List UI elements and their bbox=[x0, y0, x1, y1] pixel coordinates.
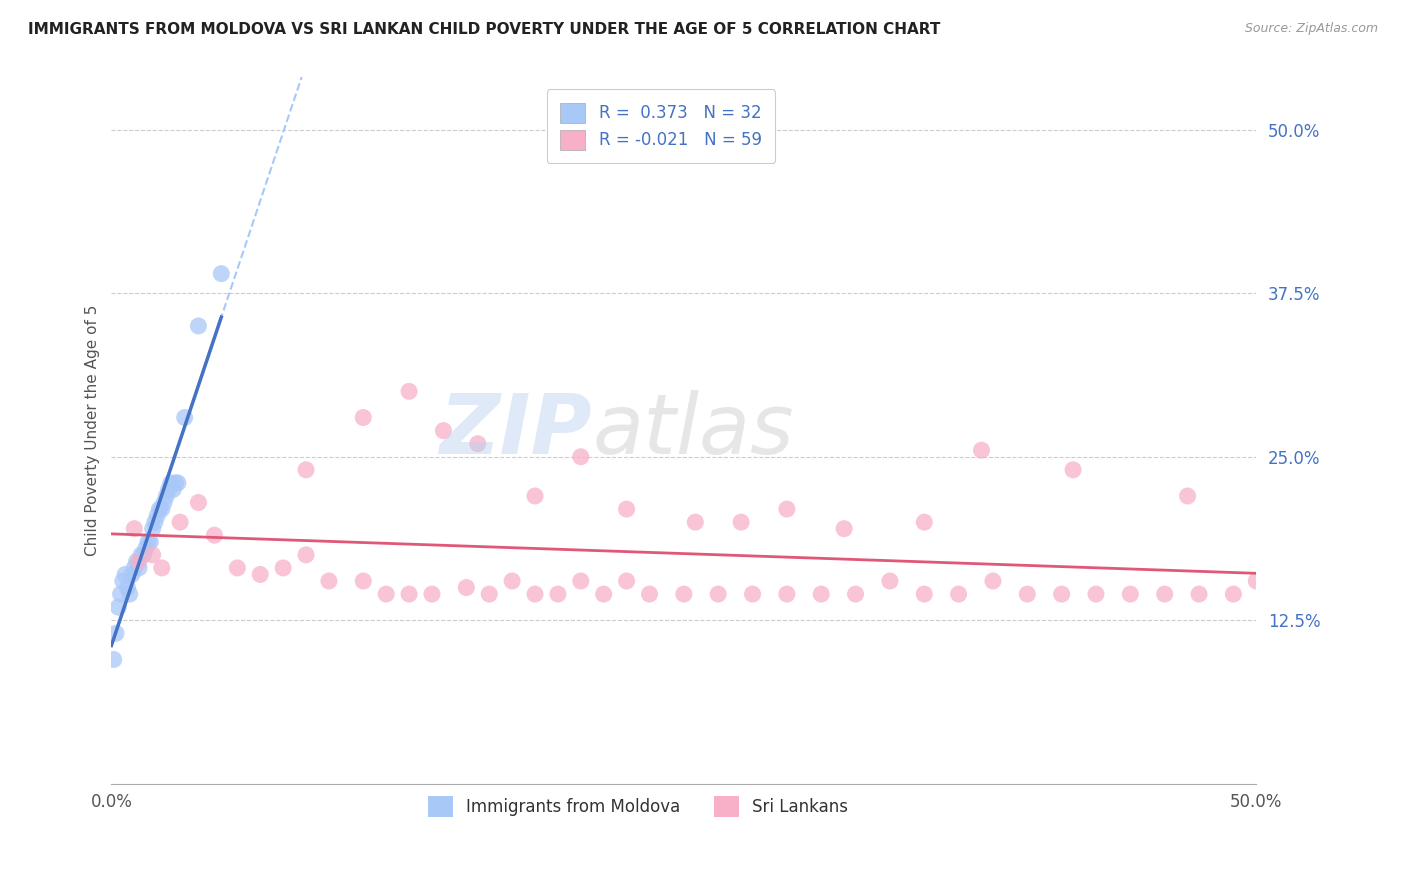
Point bbox=[150, 561, 173, 575]
Point bbox=[128, 561, 150, 575]
Point bbox=[741, 587, 763, 601]
Point bbox=[249, 567, 271, 582]
Point bbox=[981, 574, 1004, 588]
Point bbox=[128, 554, 150, 568]
Point bbox=[153, 495, 176, 509]
Point bbox=[420, 587, 443, 601]
Point bbox=[204, 528, 226, 542]
Point bbox=[226, 561, 249, 575]
Point bbox=[810, 587, 832, 601]
Point bbox=[398, 384, 420, 399]
Point bbox=[107, 600, 129, 615]
Point bbox=[1119, 587, 1142, 601]
Point bbox=[142, 522, 165, 536]
Point bbox=[162, 483, 184, 497]
Point bbox=[117, 581, 139, 595]
Point bbox=[879, 574, 901, 588]
Point bbox=[150, 502, 173, 516]
Point bbox=[685, 515, 707, 529]
Point bbox=[148, 502, 170, 516]
Point bbox=[1153, 587, 1175, 601]
Point bbox=[776, 587, 799, 601]
Point bbox=[114, 567, 136, 582]
Point bbox=[352, 410, 374, 425]
Point bbox=[1062, 463, 1084, 477]
Point bbox=[569, 574, 592, 588]
Point bbox=[173, 410, 195, 425]
Point bbox=[118, 587, 141, 601]
Point bbox=[1050, 587, 1073, 601]
Y-axis label: Child Poverty Under the Age of 5: Child Poverty Under the Age of 5 bbox=[86, 305, 100, 557]
Point bbox=[547, 587, 569, 601]
Point bbox=[295, 463, 318, 477]
Point bbox=[110, 587, 132, 601]
Point bbox=[616, 502, 638, 516]
Point bbox=[478, 587, 501, 601]
Point bbox=[143, 515, 166, 529]
Point bbox=[730, 515, 752, 529]
Point bbox=[707, 587, 730, 601]
Text: IMMIGRANTS FROM MOLDOVA VS SRI LANKAN CHILD POVERTY UNDER THE AGE OF 5 CORRELATI: IMMIGRANTS FROM MOLDOVA VS SRI LANKAN CH… bbox=[28, 22, 941, 37]
Point bbox=[1246, 574, 1268, 588]
Point bbox=[103, 652, 125, 666]
Point bbox=[124, 522, 146, 536]
Point bbox=[165, 475, 187, 490]
Point bbox=[1222, 587, 1244, 601]
Point bbox=[398, 587, 420, 601]
Point bbox=[375, 587, 398, 601]
Point bbox=[569, 450, 592, 464]
Point bbox=[638, 587, 661, 601]
Point bbox=[1188, 587, 1211, 601]
Text: Source: ZipAtlas.com: Source: ZipAtlas.com bbox=[1244, 22, 1378, 36]
Point bbox=[295, 548, 318, 562]
Text: atlas: atlas bbox=[592, 390, 794, 471]
Point bbox=[271, 561, 294, 575]
Point bbox=[166, 475, 188, 490]
Point bbox=[146, 508, 169, 523]
Legend: Immigrants from Moldova, Sri Lankans: Immigrants from Moldova, Sri Lankans bbox=[419, 788, 856, 825]
Point bbox=[125, 554, 148, 568]
Point bbox=[155, 489, 177, 503]
Point bbox=[592, 587, 614, 601]
Point bbox=[501, 574, 523, 588]
Point bbox=[187, 495, 209, 509]
Point bbox=[672, 587, 695, 601]
Point bbox=[132, 548, 155, 562]
Point bbox=[832, 522, 855, 536]
Point bbox=[352, 574, 374, 588]
Point bbox=[776, 502, 799, 516]
Point bbox=[160, 475, 183, 490]
Point bbox=[139, 534, 162, 549]
Point bbox=[111, 574, 134, 588]
Point bbox=[524, 489, 547, 503]
Point bbox=[912, 515, 935, 529]
Point bbox=[136, 534, 159, 549]
Point bbox=[129, 548, 152, 562]
Point bbox=[124, 561, 146, 575]
Point bbox=[524, 587, 547, 601]
Point bbox=[845, 587, 868, 601]
Point bbox=[467, 436, 489, 450]
Point bbox=[135, 541, 157, 556]
Point bbox=[187, 318, 209, 333]
Point bbox=[209, 267, 232, 281]
Text: ZIP: ZIP bbox=[440, 390, 592, 471]
Point bbox=[318, 574, 340, 588]
Point bbox=[1017, 587, 1039, 601]
Point bbox=[616, 574, 638, 588]
Point bbox=[432, 424, 454, 438]
Point bbox=[912, 587, 935, 601]
Point bbox=[104, 626, 127, 640]
Point bbox=[169, 515, 191, 529]
Point bbox=[121, 567, 143, 582]
Point bbox=[142, 548, 165, 562]
Point bbox=[948, 587, 970, 601]
Point bbox=[1177, 489, 1199, 503]
Point bbox=[456, 581, 478, 595]
Point bbox=[1085, 587, 1108, 601]
Point bbox=[970, 443, 993, 458]
Point bbox=[157, 483, 180, 497]
